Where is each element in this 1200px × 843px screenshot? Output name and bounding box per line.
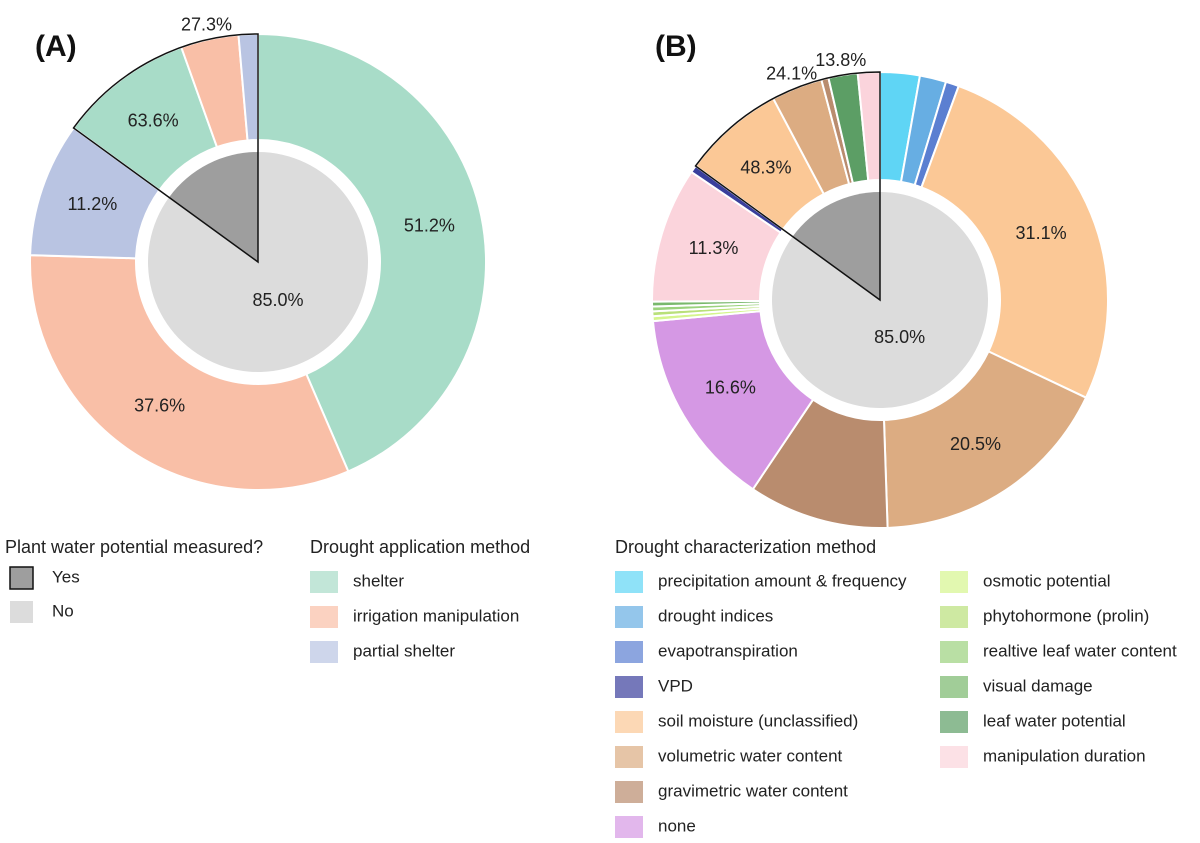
legend-swatch	[940, 641, 968, 663]
segment-label: 51.2%	[404, 215, 455, 235]
segment-label: 11.3%	[689, 238, 739, 258]
legend-swatch	[310, 606, 338, 628]
legend-label: evapotranspiration	[658, 641, 798, 660]
legend-swatch	[940, 711, 968, 733]
legend-label: shelter	[353, 571, 404, 590]
legend-title: Drought application method	[310, 537, 530, 557]
legend-label: leaf water potential	[983, 711, 1126, 730]
legend-swatch	[615, 571, 643, 593]
segment-label: 63.6%	[128, 111, 179, 131]
legend-label: volumetric water content	[658, 746, 843, 765]
legend-title: Plant water potential measured?	[5, 537, 263, 557]
legend-swatch	[940, 571, 968, 593]
legend-label: none	[658, 816, 696, 835]
inner-label: 85.0%	[874, 327, 925, 347]
legend-swatch	[615, 746, 643, 768]
segment-label: 20.5%	[950, 434, 1001, 454]
inner-wedge	[792, 192, 880, 300]
legend-swatch	[615, 606, 643, 628]
segment-label: 11.2%	[68, 194, 118, 214]
inner-wedge	[169, 152, 258, 262]
segment-label: 16.6%	[705, 378, 756, 398]
ring-segment	[257, 32, 487, 473]
legend-swatch	[615, 781, 643, 803]
legend-swatch	[615, 641, 643, 663]
legend-swatch	[615, 711, 643, 733]
panel-title: (A)	[35, 30, 77, 63]
legend-swatch	[310, 571, 338, 593]
legend-label: VPD	[658, 676, 693, 695]
segment-label: 13.8%	[815, 50, 866, 70]
highlight-outline	[72, 33, 259, 264]
legend-label: No	[52, 601, 74, 620]
legend-label: realtive leaf water content	[983, 641, 1177, 660]
segment-label: 24.1%	[766, 63, 817, 83]
legend-label: visual damage	[983, 676, 1093, 695]
legend-label: partial shelter	[353, 641, 455, 660]
ring-segment	[651, 310, 815, 491]
legend-label: manipulation duration	[983, 746, 1146, 765]
legend-swatch	[940, 676, 968, 698]
segment-label: 27.3%	[181, 14, 232, 34]
legend-label: osmotic potential	[983, 571, 1111, 590]
legend-label: soil moisture (unclassified)	[658, 711, 858, 730]
legend-title: Drought characterization method	[615, 537, 876, 557]
legend-label: gravimetric water content	[658, 781, 848, 800]
panel-title: (B)	[655, 30, 697, 63]
legend-label: Yes	[52, 567, 80, 586]
segment-label: 48.3%	[740, 157, 791, 177]
legend-swatch	[615, 676, 643, 698]
segment-label: 37.6%	[134, 395, 185, 415]
legend-swatch	[10, 601, 33, 623]
legend-label: phytohormone (prolin)	[983, 606, 1149, 625]
ring-segment	[920, 84, 1109, 399]
legend-swatch	[310, 641, 338, 663]
ring-segment	[29, 254, 350, 491]
inner-label: 85.0%	[252, 290, 303, 310]
legend-swatch	[9, 566, 34, 590]
ring-segment	[882, 350, 1088, 529]
legend-swatch	[940, 606, 968, 628]
legend-swatch	[940, 746, 968, 768]
legend-label: precipitation amount & frequency	[658, 571, 907, 590]
highlight-outline	[694, 71, 881, 302]
legend-label: irrigation manipulation	[353, 606, 519, 625]
legend-label: drought indices	[658, 606, 773, 625]
segment-label: 31.1%	[1016, 223, 1067, 243]
legend-swatch	[615, 816, 643, 838]
